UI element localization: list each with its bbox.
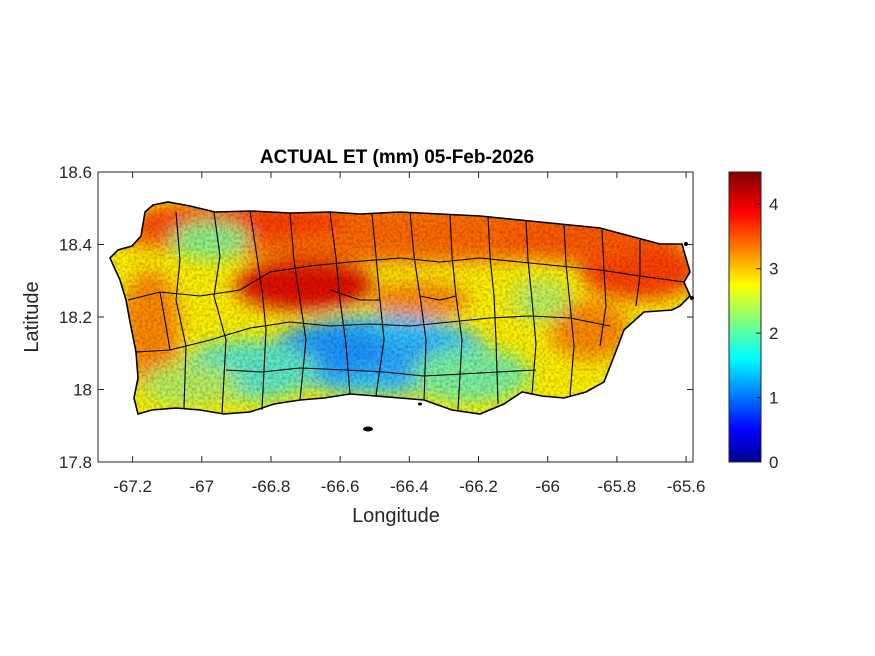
colorbar-tick-label: 1	[769, 389, 778, 408]
colorbar-ticks: 0 1 2 3 4	[756, 195, 778, 472]
x-tick-label: -66.2	[459, 477, 498, 496]
x-tick-label: -67	[189, 477, 214, 496]
x-axis-ticks: -67.2 -67 -66.8 -66.6 -66.4 -66.2 -66 -65.8 -65.…	[113, 172, 705, 496]
y-tick-label: 18.4	[59, 236, 92, 255]
y-tick-label: 18.6	[59, 163, 92, 182]
colorbar-tick-label: 3	[769, 260, 778, 279]
y-axis-ticks: 17.8 18 18.2 18.4 18.6	[59, 163, 693, 472]
x-tick-label: -66.6	[321, 477, 360, 496]
colorbar-gradient	[728, 171, 762, 463]
y-tick-label: 17.8	[59, 453, 92, 472]
x-tick-label: -66	[535, 477, 560, 496]
x-tick-label: -65.8	[598, 477, 637, 496]
colorbar-tick-label: 0	[769, 453, 778, 472]
x-tick-label: -65.6	[667, 477, 706, 496]
y-axis-label: Latitude	[21, 281, 43, 352]
colorbar-tick-label: 2	[769, 324, 778, 343]
x-tick-label: -66.4	[390, 477, 429, 496]
colorbar: 0 1 2 3 4	[728, 171, 778, 472]
x-tick-label: -66.8	[252, 477, 291, 496]
offshore-cays	[363, 242, 694, 432]
chart-title: ACTUAL ET (mm) 05-Feb-2026	[260, 147, 534, 168]
x-axis-label: Longitude	[352, 505, 440, 527]
municipal-boundaries	[109, 201, 691, 415]
y-tick-label: 18	[73, 381, 92, 400]
colorbar-tick-label: 4	[769, 195, 778, 214]
x-tick-label: -67.2	[113, 477, 152, 496]
y-tick-label: 18.2	[59, 308, 92, 327]
